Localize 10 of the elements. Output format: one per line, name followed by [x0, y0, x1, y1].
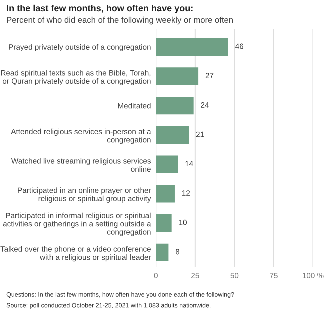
- bar: [156, 185, 175, 203]
- bar: [156, 97, 194, 115]
- bar: [156, 68, 199, 86]
- bar: [156, 156, 178, 174]
- chart-subtitle: Percent of who did each of the following weekly or more often: [7, 16, 233, 25]
- bar: [156, 214, 172, 232]
- bar: [156, 126, 190, 144]
- bar: [156, 38, 228, 56]
- chart-title: In the last few months, how often have you:: [7, 4, 193, 14]
- bar: [156, 244, 169, 262]
